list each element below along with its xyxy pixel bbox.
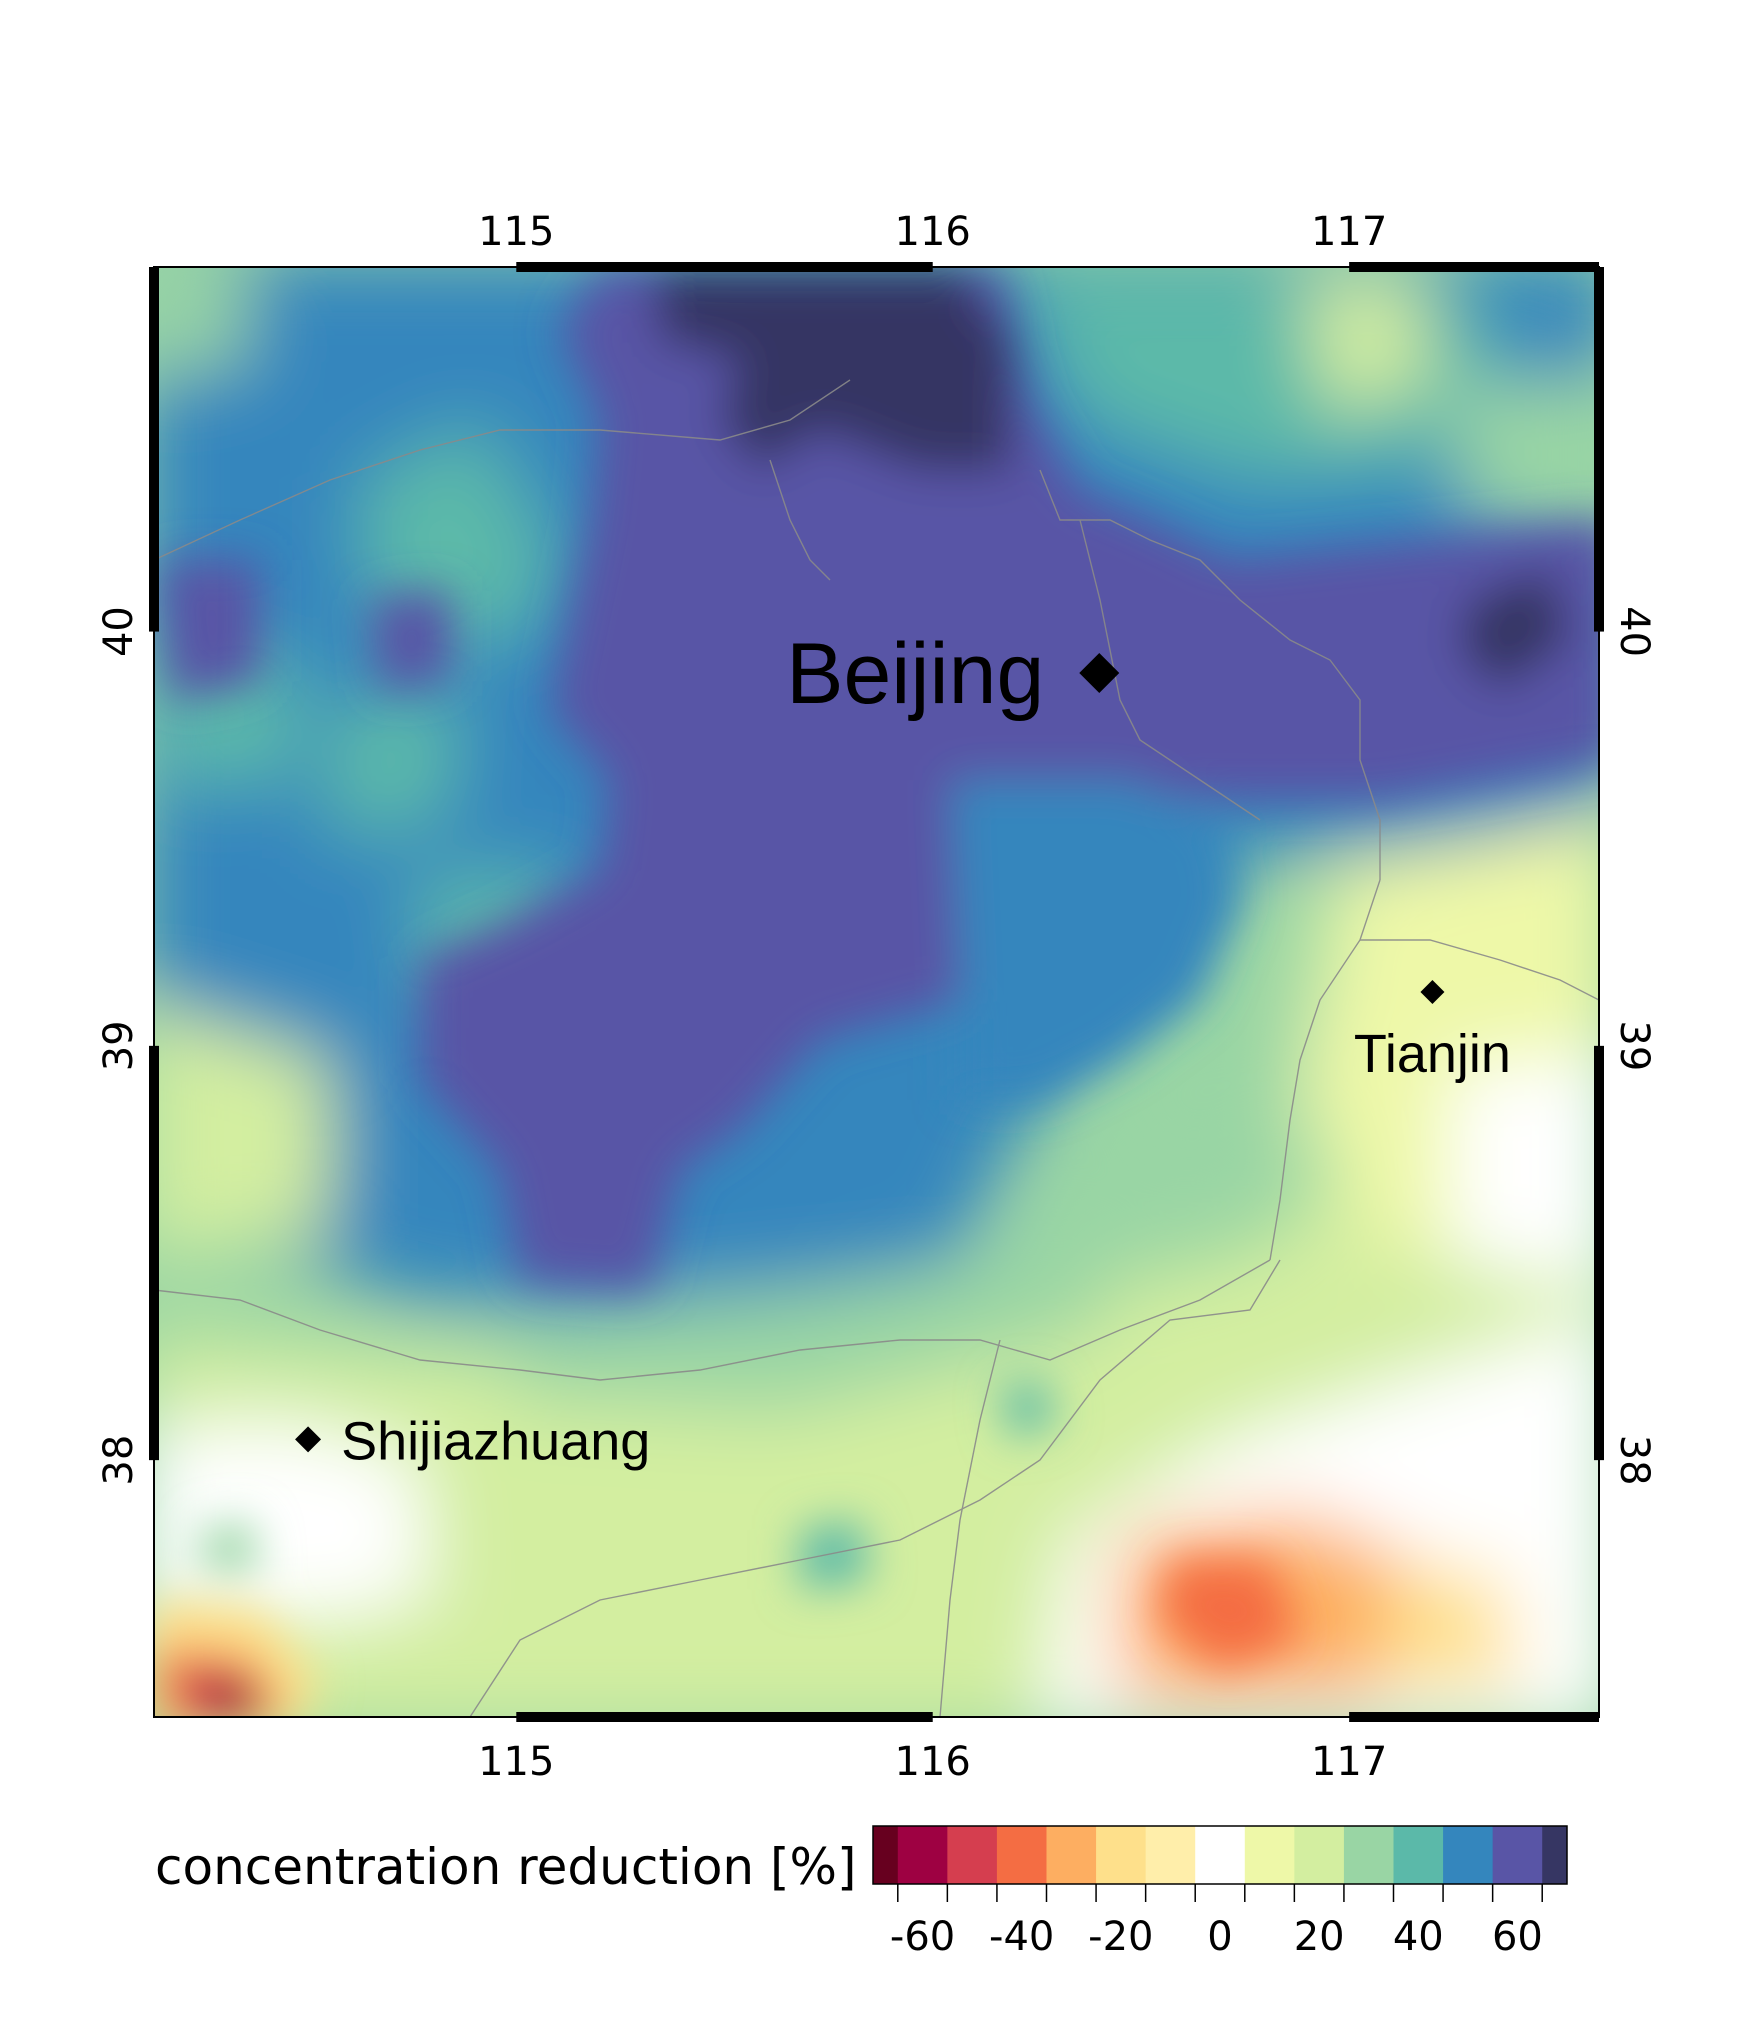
lon-tick-label-bottom: 115 <box>478 1739 554 1785</box>
concentration-field <box>154 267 1599 1717</box>
legend-swatch <box>1393 1826 1444 1884</box>
lat-tick-label-left: 40 <box>96 606 142 657</box>
lat-tick-label-right: 38 <box>1611 1435 1657 1486</box>
legend-title: concentration reduction [%] <box>155 1838 857 1896</box>
lat-tick-label-right: 40 <box>1611 606 1657 657</box>
city-label: Shijiazhuang <box>341 1411 650 1471</box>
legend-tick-label: -60 <box>890 1914 955 1960</box>
lat-tick-label-left: 39 <box>96 1020 142 1071</box>
legend-colorbar <box>872 1825 1568 1885</box>
legend-swatch <box>1343 1826 1394 1884</box>
legend-ticks: -60 -40 -20 0 20 40 60 <box>890 1884 1543 1960</box>
frame-bar-right <box>1594 1045 1604 1461</box>
lon-tick-label-bottom: 117 <box>1311 1739 1387 1785</box>
frame-bar-bottom <box>516 1712 933 1722</box>
legend-swatch <box>1443 1826 1494 1884</box>
city-marker <box>1420 980 1445 1004</box>
legend-swatch <box>897 1826 948 1884</box>
frame-bar-top <box>516 262 933 272</box>
legend-swatch <box>947 1826 998 1884</box>
legend-swatch <box>1244 1826 1295 1884</box>
legend-swatch <box>1492 1826 1543 1884</box>
frame-bar-bottom <box>1349 1712 1599 1722</box>
lon-tick-label-top: 116 <box>895 209 971 255</box>
axis-tick-labels: 115 115 116 116 117 117 38 38 39 39 40 40 <box>96 209 1657 1785</box>
legend-swatch <box>1542 1826 1568 1884</box>
legend-swatch <box>1195 1826 1246 1884</box>
map-frame-ticks <box>149 262 1604 1722</box>
lat-tick-label-right: 39 <box>1611 1020 1657 1071</box>
legend-tick-label: -40 <box>989 1914 1054 1960</box>
legend-tick-label: -20 <box>1088 1914 1153 1960</box>
frame-bar-right <box>1594 267 1604 632</box>
legend-tick-label: 0 <box>1207 1914 1232 1960</box>
legend-swatch <box>1046 1826 1097 1884</box>
city-label: Tianjin <box>1354 1024 1511 1084</box>
city-markers: Beijing Tianjin Shijiazhuang <box>295 626 1511 1471</box>
legend-swatch <box>1145 1826 1196 1884</box>
legend-swatch <box>873 1826 899 1884</box>
lon-tick-label-bottom: 116 <box>895 1739 971 1785</box>
legend-swatch <box>996 1826 1047 1884</box>
lon-tick-label-top: 117 <box>1311 209 1387 255</box>
legend-tick-label: 60 <box>1492 1914 1543 1960</box>
frame-bar-left <box>149 1045 159 1461</box>
legend-tick-label: 40 <box>1393 1914 1444 1960</box>
legend-tick-label: 20 <box>1294 1914 1345 1960</box>
lon-tick-label-top: 115 <box>478 209 554 255</box>
legend-swatch <box>1294 1826 1345 1884</box>
city-marker <box>295 1426 322 1453</box>
legend-border <box>872 1825 1568 1885</box>
frame-bar-left <box>149 267 159 632</box>
city-marker <box>1079 653 1120 693</box>
city-label: Beijing <box>786 626 1044 722</box>
frame-bar-top <box>1349 262 1599 272</box>
lat-tick-label-left: 38 <box>96 1435 142 1486</box>
legend-swatch <box>1096 1826 1147 1884</box>
